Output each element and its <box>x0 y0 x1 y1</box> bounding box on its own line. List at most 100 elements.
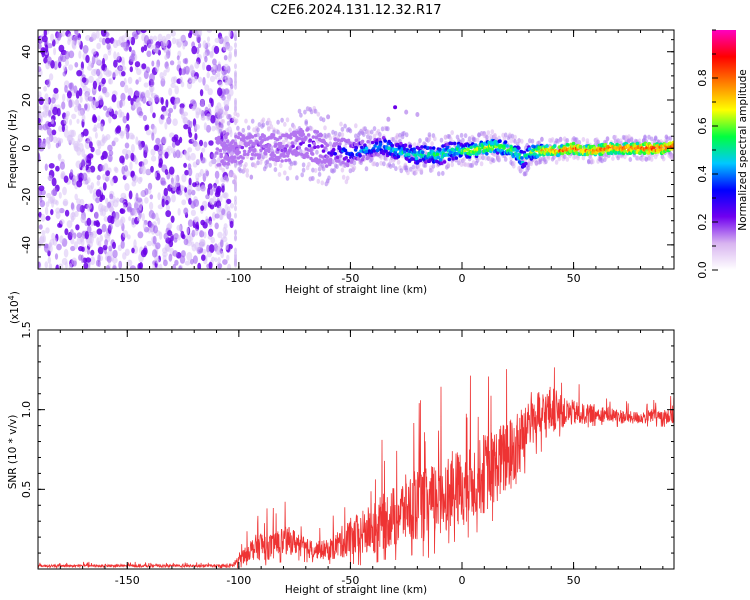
trace-dot <box>571 141 576 146</box>
trace-dot <box>378 137 382 142</box>
noise-dot <box>165 99 169 108</box>
x-tick-label: -150 <box>115 574 140 587</box>
trace-halo-dot <box>461 137 465 143</box>
trace-dot <box>291 144 295 149</box>
trace-halo-dot <box>299 112 303 118</box>
trace-dot <box>346 138 351 143</box>
noise-dot <box>177 235 181 241</box>
noise-dot <box>182 42 186 50</box>
noise-dot <box>149 194 154 200</box>
noise-dot <box>44 261 49 269</box>
trace-halo-dot <box>281 139 286 145</box>
trace-halo-dot <box>256 160 260 166</box>
noise-dot <box>76 203 82 212</box>
noise-dot <box>203 141 208 148</box>
noise-dot <box>60 173 64 180</box>
noise-dot <box>73 232 77 239</box>
noise-dot <box>59 235 64 244</box>
trace-dot <box>287 158 292 162</box>
noise-dot <box>113 59 118 68</box>
noise-dot <box>108 150 114 157</box>
trace-halo-dot <box>379 154 384 160</box>
noise-dot <box>87 136 92 143</box>
noise-dot <box>160 97 164 105</box>
noise-dot <box>169 60 175 66</box>
trace-halo-dot <box>490 129 495 135</box>
noise-dot <box>38 43 42 50</box>
trace-halo-dot <box>471 160 476 166</box>
noise-dot <box>138 202 142 211</box>
trace-halo-dot <box>320 180 325 186</box>
noise-dot <box>96 180 101 186</box>
trace-halo-dot <box>335 164 339 170</box>
noise-dot <box>76 70 83 77</box>
trace-dot <box>219 154 223 159</box>
trace-halo-dot <box>649 156 654 162</box>
noise-dot <box>50 103 54 111</box>
trace-dot <box>297 146 302 150</box>
noise-dot <box>84 104 88 111</box>
noise-dot <box>38 97 44 105</box>
noise-dot <box>76 236 83 245</box>
noise-dot <box>165 204 170 211</box>
noise-dot <box>57 222 62 228</box>
noise-dot <box>190 152 196 161</box>
trace-dot <box>242 149 247 154</box>
noise-dot <box>227 93 232 102</box>
stray-dot <box>326 114 331 120</box>
trace-halo-dot <box>644 156 649 162</box>
noise-dot <box>107 154 113 163</box>
trace-dot <box>262 134 267 138</box>
x-tick-label: 0 <box>459 272 466 285</box>
noise-dot <box>174 175 178 184</box>
noise-dot <box>40 213 46 222</box>
noise-dot <box>163 69 167 77</box>
noise-dot <box>191 105 196 111</box>
trace-dot <box>635 141 640 146</box>
noise-dot <box>50 97 56 104</box>
trace-dot <box>225 132 230 136</box>
noise-dot <box>209 203 215 210</box>
trace-dot <box>403 143 408 147</box>
trace-dot <box>299 152 304 157</box>
trace-halo-dot <box>236 125 240 131</box>
trace-dot <box>275 137 280 142</box>
trace-halo-dot <box>430 167 434 173</box>
noise-dot <box>146 50 152 58</box>
trace-dot <box>435 152 440 156</box>
noise-dot <box>208 229 213 237</box>
colorbar-tick-label: 0.2 <box>696 213 709 231</box>
noise-dot <box>102 105 108 111</box>
noise-dot <box>88 61 93 67</box>
noise-dot <box>108 223 113 231</box>
noise-dot <box>38 224 43 230</box>
trace-dot <box>449 141 454 146</box>
noise-dot <box>155 137 161 145</box>
noise-dot <box>50 33 55 42</box>
noise-dot <box>102 57 105 67</box>
noise-dot <box>186 251 193 261</box>
trace-dot <box>390 143 395 148</box>
noise-dot <box>48 110 52 117</box>
noise-dot <box>157 192 161 201</box>
noise-dot <box>38 261 42 269</box>
noise-dot <box>161 136 167 145</box>
noise-dot <box>172 250 178 257</box>
noise-dot <box>72 260 77 267</box>
noise-dot <box>150 148 156 156</box>
noise-dot <box>46 78 51 88</box>
trace-halo-dot <box>537 140 541 146</box>
noise-dot <box>108 106 113 112</box>
noise-dot <box>209 97 213 104</box>
noise-dot <box>217 87 223 97</box>
trace-halo-dot <box>340 126 345 132</box>
noise-dot <box>177 208 181 216</box>
trace-halo-dot <box>441 170 445 176</box>
trace-dot <box>338 154 343 158</box>
noise-dot <box>206 71 210 79</box>
noise-dot <box>176 38 183 48</box>
noise-dot <box>183 66 187 75</box>
noise-dot <box>201 147 206 153</box>
noise-dot <box>178 265 182 269</box>
noise-dot <box>74 30 79 35</box>
